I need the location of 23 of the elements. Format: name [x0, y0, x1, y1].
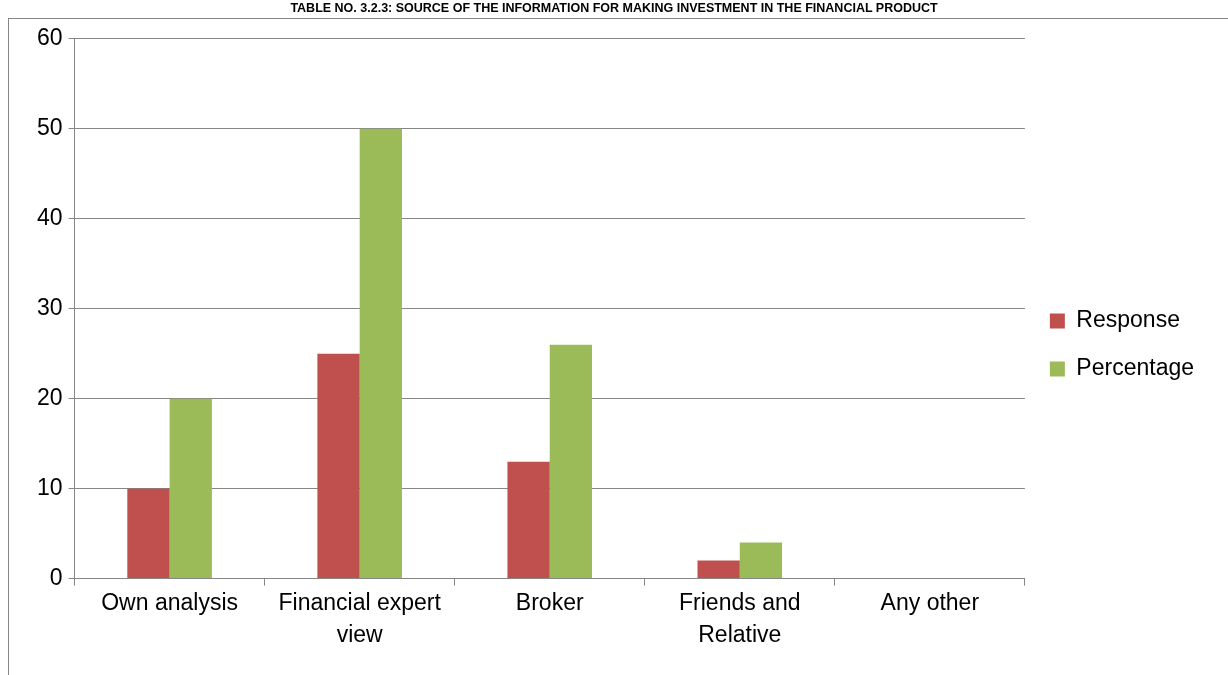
- y-tick-label: 20: [36, 384, 63, 411]
- bar: [549, 344, 593, 579]
- y-tick-label: 40: [36, 204, 63, 231]
- y-tick-label: 0: [49, 563, 63, 590]
- bar: [739, 542, 783, 579]
- bar: [127, 488, 170, 579]
- legend-label: Response: [1076, 306, 1180, 333]
- x-tick-label: Friends and Relative: [679, 589, 801, 648]
- bar: [507, 461, 550, 579]
- x-tick-label: Any other: [880, 589, 980, 616]
- bar: [359, 128, 402, 579]
- chart-title: TABLE NO. 3.2.3: SOURCE OF THE INFORMATION FOR MAKING INVESTMENT IN THE FINANCIAL PRODUCT: [289, 1, 939, 16]
- x-tick-label: Financial expert view: [278, 589, 442, 648]
- x-tick-label: Broker: [515, 589, 584, 616]
- y-tick-label: 10: [36, 473, 63, 500]
- legend-label: Percentage: [1076, 354, 1194, 381]
- y-tick-label: 60: [36, 24, 63, 51]
- bar: [697, 560, 740, 579]
- y-tick-label: 30: [36, 294, 63, 321]
- x-tick-label: Own analysis: [101, 589, 238, 616]
- y-tick-label: 50: [36, 114, 63, 141]
- bar: [169, 398, 212, 579]
- bar: [317, 353, 360, 579]
